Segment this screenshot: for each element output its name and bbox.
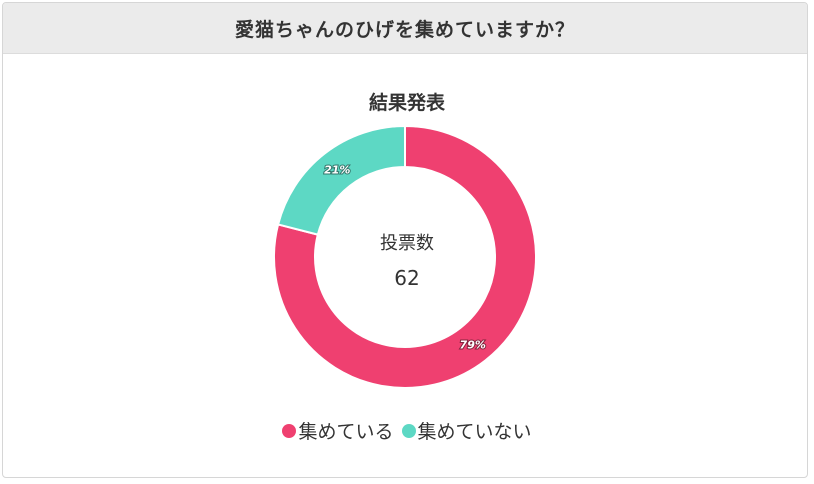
donut-chart: 79% 21% [273,125,537,389]
chart-legend: 集めている 集めていない [0,417,814,444]
donut-slices [273,125,537,389]
poll-question: 愛猫ちゃんのひげを集めていますか？ [234,18,575,41]
slice-label-collecting: 79% [460,338,486,351]
slice-label-not-collecting: 21% [324,164,350,177]
donut-slice[interactable] [273,125,537,389]
legend-label: 集めていない [417,421,532,443]
votes-label: 投票数 [380,233,434,254]
legend-label: 集めている [298,421,394,443]
poll-card: 愛猫ちゃんのひげを集めていますか？ [2,2,808,478]
chart-title: 結果発表 [368,92,445,114]
votes-count: 62 [394,266,420,290]
legend-dot-icon [401,423,416,438]
legend-dot-icon [282,423,297,438]
donut-slice[interactable] [276,125,406,236]
legend-item-collecting[interactable]: 集めている [282,417,394,444]
poll-header: 愛猫ちゃんのひげを集めていますか？ [3,3,807,54]
legend-item-not-collecting[interactable]: 集めていない [401,417,532,444]
